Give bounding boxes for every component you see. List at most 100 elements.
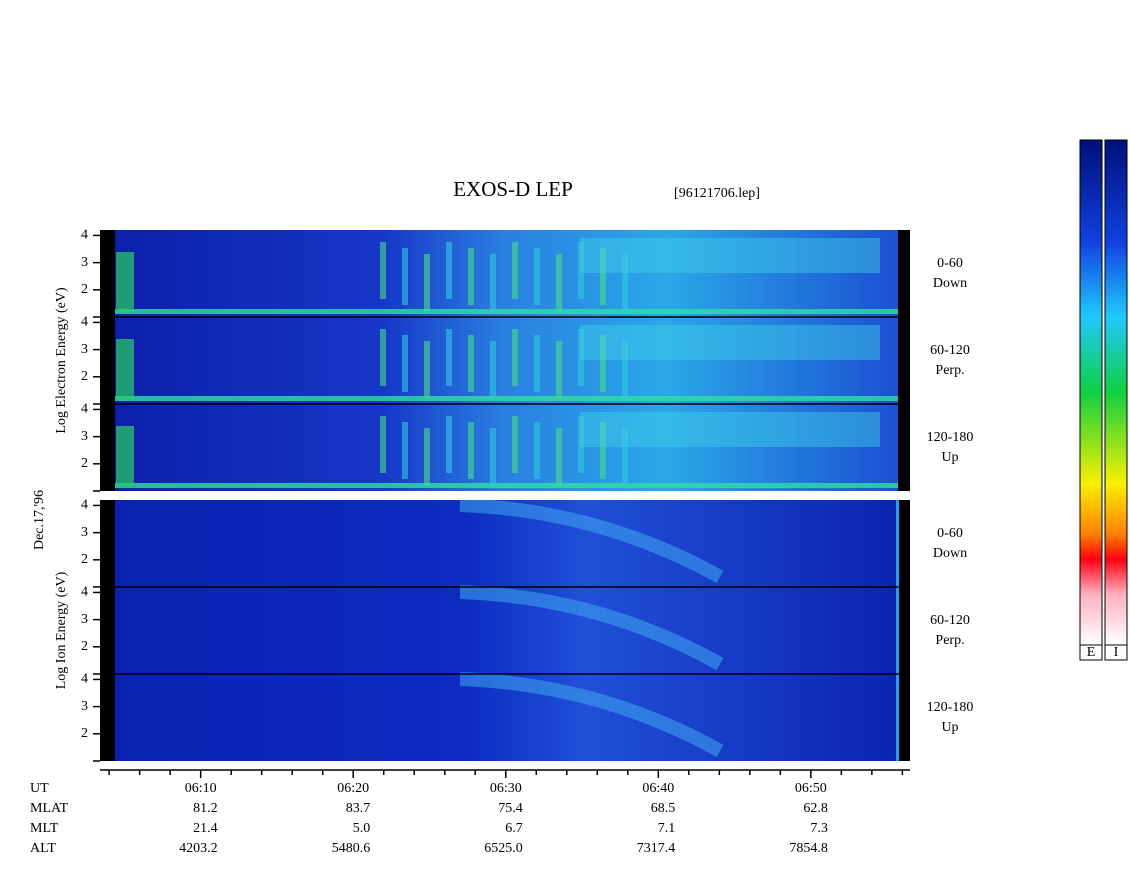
flux-edge <box>896 674 899 761</box>
flux-streak <box>424 428 430 485</box>
ephemeris-value: 81.2 <box>193 801 218 816</box>
data-gap <box>898 587 910 674</box>
flux-streak <box>424 341 430 398</box>
data-gap <box>100 317 115 404</box>
colorbars <box>1079 139 1128 661</box>
title: EXOS-D LEP <box>453 177 573 201</box>
ephemeris-value: 7317.4 <box>637 841 676 856</box>
y-tick-label: 2 <box>81 369 88 384</box>
data-gap <box>100 404 115 491</box>
ephemeris-value: 75.4 <box>498 801 523 816</box>
flux-region <box>580 412 880 447</box>
ephemeris-value: 7854.8 <box>789 841 828 856</box>
y-tick-label: 4 <box>81 498 88 513</box>
panel-label: Down <box>933 546 967 561</box>
y-tick-label: 4 <box>81 585 88 600</box>
flux-streak <box>512 329 518 386</box>
flux-streak <box>468 422 474 479</box>
panel-label: 120-180 <box>927 430 974 445</box>
y-axis-label: Log Ion Energy (eV) <box>54 571 69 689</box>
ephemeris-name: MLAT <box>30 801 69 816</box>
flux-streak <box>578 416 584 473</box>
ephemeris-name: ALT <box>30 841 56 856</box>
flux-region <box>580 238 880 273</box>
file-name: [96121706.lep] <box>674 186 760 201</box>
ephemeris-value: 5.0 <box>353 821 371 836</box>
flux-streak <box>380 242 386 299</box>
panel-label: Down <box>933 276 967 291</box>
flux-streak <box>468 335 474 392</box>
flux-region <box>580 325 880 360</box>
flux-streak <box>622 428 628 485</box>
flux-streak <box>578 329 584 386</box>
x-tick-label: 06:40 <box>642 781 674 796</box>
colorbar-box <box>1104 644 1128 661</box>
x-tick-label: 06:30 <box>490 781 522 796</box>
panel-label: Up <box>941 450 958 465</box>
data-gap <box>898 674 910 761</box>
flux-blob <box>116 426 134 486</box>
flux-edge <box>896 500 899 587</box>
group-gap <box>100 491 910 500</box>
flux-blob <box>116 252 134 312</box>
y-tick-label: 3 <box>81 525 88 540</box>
data-gap <box>898 230 910 317</box>
x-tick-label: 06:50 <box>795 781 827 796</box>
ephemeris-value: 68.5 <box>651 801 676 816</box>
ephemeris-value: 6.7 <box>505 821 523 836</box>
flux-arc <box>459 585 724 671</box>
panel-label: 60-120 <box>930 343 970 358</box>
flux-band <box>115 309 898 314</box>
y-tick-label: 3 <box>81 255 88 270</box>
flux-streak <box>490 428 496 485</box>
flux-streak <box>556 341 562 398</box>
data-gap <box>100 230 115 317</box>
flux-streak <box>622 341 628 398</box>
flux-band <box>115 396 898 401</box>
flux-streak <box>600 248 606 305</box>
y-tick-label: 3 <box>81 699 88 714</box>
y-tick-label: 2 <box>81 639 88 654</box>
flux-streak <box>446 416 452 473</box>
flux-streak <box>534 248 540 305</box>
y-tick-label: 2 <box>81 552 88 567</box>
ephemeris-value: 7.3 <box>810 821 828 836</box>
ephemeris-value: 4203.2 <box>179 841 218 856</box>
x-tick-label: 06:20 <box>337 781 369 796</box>
y-tick-label: 2 <box>81 456 88 471</box>
spectrogram <box>100 230 910 317</box>
date-label: Dec.17,'96 <box>32 490 47 550</box>
ephemeris-value: 7.1 <box>658 821 676 836</box>
ephemeris-value: 6525.0 <box>484 841 523 856</box>
flux-streak <box>512 242 518 299</box>
flux-streak <box>402 335 408 392</box>
panel-label: 60-120 <box>930 613 970 628</box>
flux-streak <box>380 416 386 473</box>
flux-streak <box>622 254 628 311</box>
flux-streak <box>490 341 496 398</box>
colorbar <box>1079 139 1103 646</box>
y-tick-label: 2 <box>81 726 88 741</box>
flux-streak <box>512 416 518 473</box>
ephemeris-value: 83.7 <box>346 801 371 816</box>
flux-arc <box>459 672 724 758</box>
x-tick-label: 06:10 <box>185 781 217 796</box>
y-tick-label: 3 <box>81 612 88 627</box>
data-gap <box>898 317 910 404</box>
ephemeris-name: MLT <box>30 821 59 836</box>
flux-streak <box>600 422 606 479</box>
y-tick-label: 3 <box>81 429 88 444</box>
flux-streak <box>402 248 408 305</box>
flux-streak <box>424 254 430 311</box>
flux-streak <box>402 422 408 479</box>
flux-streak <box>556 254 562 311</box>
data-gap <box>100 500 115 587</box>
flux-streak <box>600 335 606 392</box>
y-tick-label: 4 <box>81 228 88 243</box>
spectrogram <box>100 317 910 404</box>
colorbar-label: E <box>1087 645 1096 660</box>
y-tick-label: 3 <box>81 342 88 357</box>
colorbar-label: I <box>1114 645 1119 660</box>
ephemeris-value: 21.4 <box>193 821 218 836</box>
